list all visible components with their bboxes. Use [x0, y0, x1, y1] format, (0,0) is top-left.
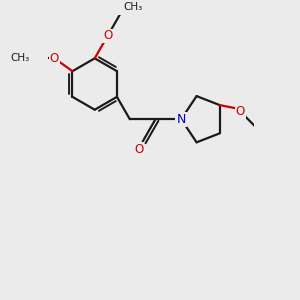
Text: O: O: [50, 52, 59, 65]
Text: CH₃: CH₃: [123, 2, 142, 12]
Text: O: O: [236, 105, 245, 118]
Text: O: O: [134, 143, 143, 156]
Text: O: O: [103, 29, 112, 43]
Text: N: N: [176, 113, 186, 126]
Text: CH₃: CH₃: [10, 53, 30, 63]
